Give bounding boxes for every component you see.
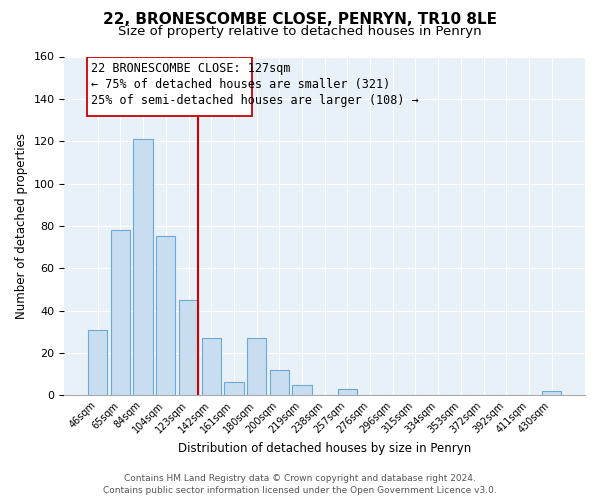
Bar [338, 389, 357, 395]
Bar [202, 338, 221, 395]
Y-axis label: Number of detached properties: Number of detached properties [15, 133, 28, 319]
Text: 22, BRONESCOMBE CLOSE, PENRYN, TR10 8LE: 22, BRONESCOMBE CLOSE, PENRYN, TR10 8LE [103, 12, 497, 28]
Text: Size of property relative to detached houses in Penryn: Size of property relative to detached ho… [118, 25, 482, 38]
X-axis label: Distribution of detached houses by size in Penryn: Distribution of detached houses by size … [178, 442, 472, 455]
FancyBboxPatch shape [88, 56, 252, 116]
Text: ← 75% of detached houses are smaller (321): ← 75% of detached houses are smaller (32… [91, 78, 390, 90]
Text: 25% of semi-detached houses are larger (108) →: 25% of semi-detached houses are larger (… [91, 94, 419, 106]
Bar [542, 391, 562, 395]
Bar [292, 384, 311, 395]
Bar [247, 338, 266, 395]
Text: Contains HM Land Registry data © Crown copyright and database right 2024.
Contai: Contains HM Land Registry data © Crown c… [103, 474, 497, 495]
Bar [269, 370, 289, 395]
Bar [156, 236, 175, 395]
Bar [179, 300, 198, 395]
Bar [88, 330, 107, 395]
Text: 22 BRONESCOMBE CLOSE: 127sqm: 22 BRONESCOMBE CLOSE: 127sqm [91, 62, 290, 75]
Bar [133, 139, 153, 395]
Bar [111, 230, 130, 395]
Bar [224, 382, 244, 395]
